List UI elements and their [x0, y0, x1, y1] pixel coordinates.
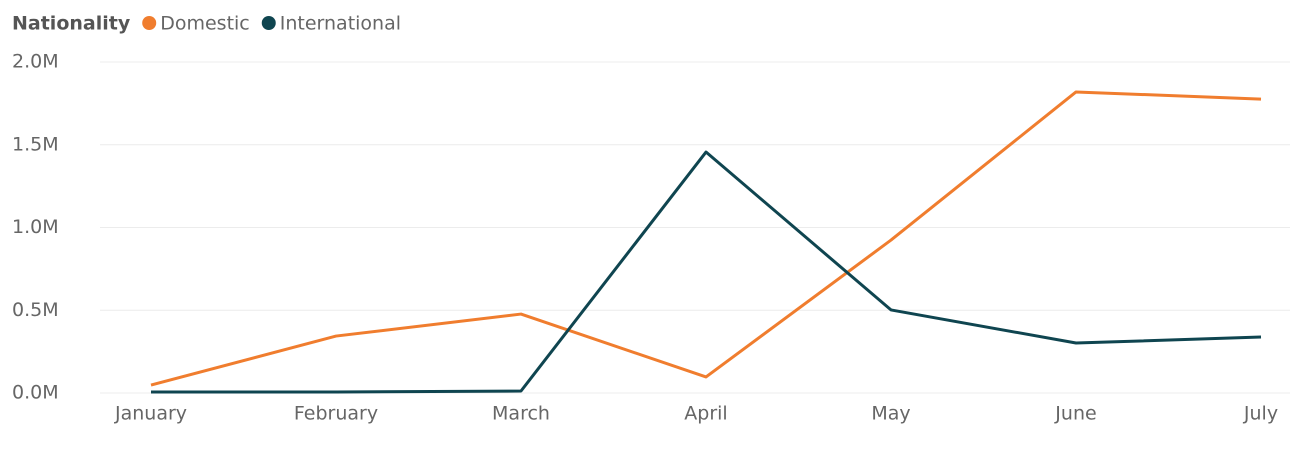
x-tick-label: January: [114, 403, 187, 425]
y-tick-label: 0.0M: [12, 382, 59, 404]
x-tick-label: May: [871, 403, 910, 425]
y-tick-label: 0.5M: [12, 299, 59, 321]
x-tick-label: February: [294, 403, 378, 425]
x-tick-label: June: [1054, 403, 1096, 425]
legend-label: International: [280, 13, 401, 35]
x-tick-label: April: [684, 403, 727, 425]
legend-title: Nationality: [12, 13, 131, 35]
legend-marker: [142, 16, 157, 30]
y-tick-label: 1.5M: [12, 133, 59, 155]
line-series: [150, 90, 1262, 387]
y-tick-label: 1.0M: [12, 216, 59, 238]
legend-label: Domestic: [160, 13, 250, 35]
x-tick-label: July: [1243, 403, 1278, 425]
line-series: [151, 150, 1262, 394]
legend-marker: [261, 16, 276, 30]
x-tick-label: March: [492, 403, 550, 425]
y-tick-label: 2.0M: [12, 51, 59, 73]
